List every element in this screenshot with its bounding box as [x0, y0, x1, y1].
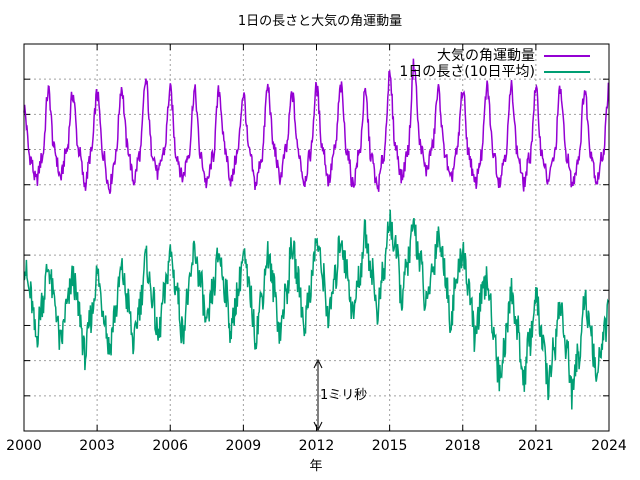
gridlines	[24, 44, 609, 431]
scale-annotation: 1ミリ秒	[313, 358, 367, 432]
x-tick-label: 2018	[445, 438, 481, 454]
series-line-atmospheric-angular-momentum	[23, 58, 610, 194]
x-tick-label: 2015	[372, 438, 408, 454]
axis-ticks	[23, 44, 610, 431]
scale-arrow-head-top	[313, 358, 323, 369]
legend-label-lod: 1日の長さ(10日平均)	[399, 64, 535, 80]
x-tick-label: 2003	[79, 438, 115, 454]
x-tick-labels: 2000 2003 2006 2009 2012 2015 2018 2021 2024	[6, 438, 627, 454]
x-tick-label: 2009	[226, 438, 262, 454]
legend: 大気の角運動量 1日の長さ(10日平均)	[399, 48, 590, 80]
x-axis-label: 年	[309, 459, 322, 474]
x-tick-label: 2021	[518, 438, 554, 454]
series-group	[23, 58, 610, 410]
series-line-length-of-day	[23, 209, 610, 410]
scale-annotation-label: 1ミリ秒	[320, 388, 367, 403]
chart-title: 1日の長さと大気の角運動量	[238, 13, 402, 29]
x-tick-label: 2000	[6, 438, 42, 454]
scale-arrow-head-bottom	[313, 421, 323, 432]
plot-frame	[23, 43, 610, 432]
x-tick-label: 2006	[152, 438, 188, 454]
legend-label-aam: 大気の角運動量	[437, 48, 535, 64]
x-tick-label: 2024	[591, 438, 627, 454]
x-tick-label: 2012	[299, 438, 335, 454]
